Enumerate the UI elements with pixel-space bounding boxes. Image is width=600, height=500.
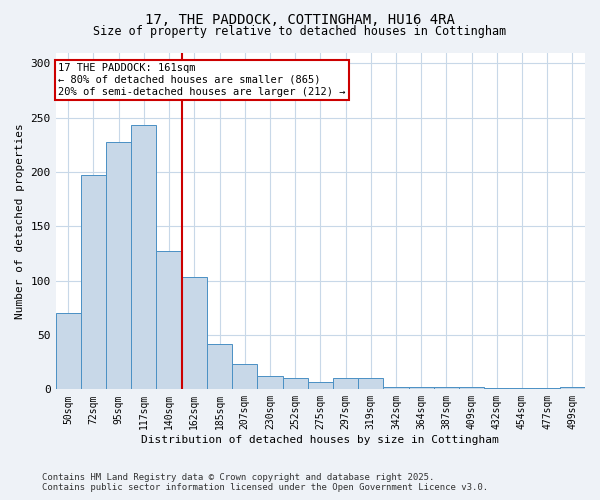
Bar xyxy=(131,126,157,390)
X-axis label: Distribution of detached houses by size in Cottingham: Distribution of detached houses by size … xyxy=(142,435,499,445)
Text: 17, THE PADDOCK, COTTINGHAM, HU16 4RA: 17, THE PADDOCK, COTTINGHAM, HU16 4RA xyxy=(145,12,455,26)
Bar xyxy=(81,176,106,390)
Bar xyxy=(157,252,182,390)
Bar xyxy=(409,387,434,390)
Text: 17 THE PADDOCK: 161sqm
← 80% of detached houses are smaller (865)
20% of semi-de: 17 THE PADDOCK: 161sqm ← 80% of detached… xyxy=(58,64,346,96)
Bar xyxy=(106,142,131,390)
Bar xyxy=(182,278,207,390)
Text: Contains HM Land Registry data © Crown copyright and database right 2025.
Contai: Contains HM Land Registry data © Crown c… xyxy=(42,473,488,492)
Bar xyxy=(56,314,81,390)
Text: Size of property relative to detached houses in Cottingham: Size of property relative to detached ho… xyxy=(94,25,506,38)
Bar xyxy=(283,378,308,390)
Y-axis label: Number of detached properties: Number of detached properties xyxy=(15,123,25,319)
Bar xyxy=(535,388,560,390)
Bar xyxy=(358,378,383,390)
Bar xyxy=(232,364,257,390)
Bar xyxy=(509,388,535,390)
Bar xyxy=(383,387,409,390)
Bar xyxy=(459,387,484,390)
Bar xyxy=(207,344,232,390)
Bar xyxy=(484,388,509,390)
Bar xyxy=(308,382,333,390)
Bar xyxy=(333,378,358,390)
Bar xyxy=(257,376,283,390)
Bar xyxy=(560,387,585,390)
Bar xyxy=(434,387,459,390)
